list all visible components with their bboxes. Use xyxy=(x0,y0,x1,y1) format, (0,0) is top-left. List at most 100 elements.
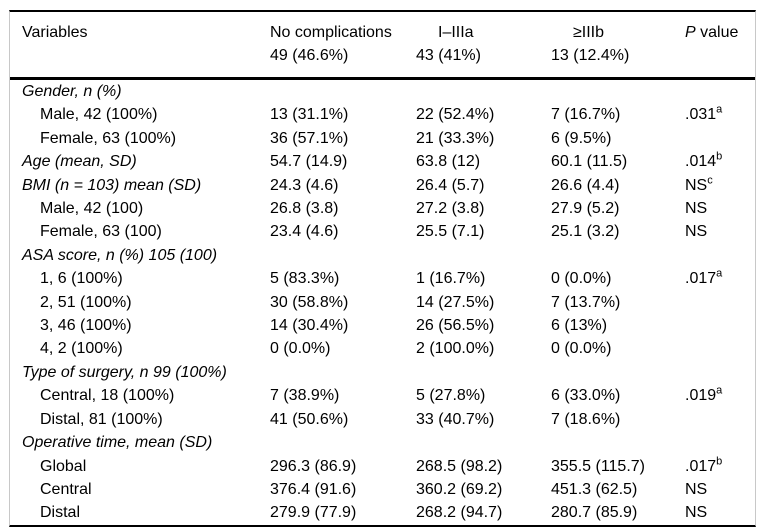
header-row: Variables No complications I–IIIa ≥IIIb … xyxy=(10,12,755,44)
cell: 27.9 (5.2) xyxy=(551,200,620,218)
table-row: 2, 51 (100%) 30 (58.8%) 14 (27.5%) 7 (13.7%… xyxy=(10,291,755,314)
subheader-grade-3b-plus-n: 13 (12.4%) xyxy=(551,47,630,64)
cell-p: NS xyxy=(685,197,755,220)
table-body: Gender, n (%) Male, 42 (100%) 13 (31.1%) 2… xyxy=(10,79,755,525)
cell: 6 (9.5%) xyxy=(551,129,612,147)
cell xyxy=(416,361,551,384)
p-superscript: a xyxy=(716,267,723,280)
cell: 22 (52.4%) xyxy=(416,106,495,124)
cell-p: NS xyxy=(685,220,755,243)
cell-p xyxy=(685,79,755,104)
cell: 7 (13.7%) xyxy=(551,293,621,311)
row-label: Female, 63 (100) xyxy=(40,223,162,241)
table-row: 1, 6 (100%) 5 (83.3%) 1 (16.7%) 0 (0.0%) .01… xyxy=(10,267,755,290)
cell-p xyxy=(685,127,755,150)
table-row: Distal 279.9 (77.9) 268.2 (94.7) 280.7 (85.… xyxy=(10,501,755,524)
cell-p: NS xyxy=(685,478,755,501)
cell-p: .014b xyxy=(685,150,755,173)
cell-p: NSc xyxy=(685,174,755,197)
cell: 5 (27.8%) xyxy=(416,387,486,405)
p-value: .014 xyxy=(685,153,717,171)
table-row: Central, 18 (100%) 7 (38.9%) 5 (27.8%) 6 (3… xyxy=(10,384,755,407)
p-value: NS xyxy=(685,200,708,218)
col-header-grade-1-3a: I–IIIa xyxy=(438,24,474,41)
cell-p: .019a xyxy=(685,384,755,407)
cell xyxy=(551,361,685,384)
cell: 33 (40.7%) xyxy=(416,410,495,428)
p-superscript: a xyxy=(716,104,723,117)
cell: 26.6 (4.4) xyxy=(551,176,620,194)
cell: 21 (33.3%) xyxy=(416,129,495,147)
p-value: .017 xyxy=(685,457,717,475)
cell: 7 (18.6%) xyxy=(551,410,621,428)
cell-p: .017b xyxy=(685,455,755,478)
cell: 13 (31.1%) xyxy=(270,106,349,124)
subheader-p-value xyxy=(685,44,755,79)
table-row: Operative time, mean (SD) xyxy=(10,431,755,454)
row-label: 2, 51 (100%) xyxy=(40,293,132,311)
table-row: Global 296.3 (86.9) 268.5 (98.2) 355.5 (115… xyxy=(10,455,755,478)
table-row: Gender, n (%) xyxy=(10,79,755,104)
row-label: Age (mean, SD) xyxy=(22,153,137,171)
row-label: BMI (n = 103) mean (SD) xyxy=(22,176,202,194)
cell: 268.2 (94.7) xyxy=(416,504,503,522)
table-row: Male, 42 (100) 26.8 (3.8) 27.2 (3.8) 27.9 (… xyxy=(10,197,755,220)
row-label: 1, 6 (100%) xyxy=(40,270,123,288)
subheader-row: 49 (46.6%) 43 (41%) 13 (12.4%) xyxy=(10,44,755,79)
col-header-grade-3b-plus: ≥IIIb xyxy=(573,24,605,41)
cell: 27.2 (3.8) xyxy=(416,200,485,218)
p-value: NS xyxy=(685,504,708,522)
table-header: Variables No complications I–IIIa ≥IIIb … xyxy=(10,12,755,79)
cell-p xyxy=(685,361,755,384)
cell xyxy=(270,244,416,267)
cell: 360.2 (69.2) xyxy=(416,480,503,498)
row-label: Female, 63 (100%) xyxy=(40,129,177,147)
row-label: Gender, n (%) xyxy=(22,83,122,100)
cell: 54.7 (14.9) xyxy=(270,153,348,171)
row-label: ASA score, n (%) 105 (100) xyxy=(22,246,218,264)
col-header-no-complications: No complications xyxy=(270,24,392,41)
table-row: ASA score, n (%) 105 (100) xyxy=(10,244,755,267)
cell-p xyxy=(685,291,755,314)
table-row: Male, 42 (100%) 13 (31.1%) 22 (52.4%) 7 (16… xyxy=(10,103,755,126)
results-table: Variables No complications I–IIIa ≥IIIb … xyxy=(10,12,755,525)
cell: 41 (50.6%) xyxy=(270,410,349,428)
p-value: .031 xyxy=(685,106,717,124)
cell: 30 (58.8%) xyxy=(270,293,349,311)
cell: 279.9 (77.9) xyxy=(270,504,357,522)
cell: 60.1 (11.5) xyxy=(551,153,628,171)
cell: 6 (13%) xyxy=(551,317,608,335)
cell: 0 (0.0%) xyxy=(270,340,331,358)
cell: 26.4 (5.7) xyxy=(416,176,485,194)
cell: 26.8 (3.8) xyxy=(270,200,339,218)
cell-p: .031a xyxy=(685,103,755,126)
cell-p: .017a xyxy=(685,267,755,290)
cell xyxy=(270,361,416,384)
table-row: BMI (n = 103) mean (SD) 24.3 (4.6) 26.4 (5… xyxy=(10,174,755,197)
cell: 63.8 (12) xyxy=(416,153,481,171)
p-value: NS xyxy=(685,223,708,241)
row-label: Distal, 81 (100%) xyxy=(40,410,163,428)
row-label: Male, 42 (100) xyxy=(40,200,144,218)
col-header-variables: Variables xyxy=(22,24,88,41)
cell: 355.5 (115.7) xyxy=(551,457,645,475)
cell: 14 (30.4%) xyxy=(270,317,349,335)
table-row: Distal, 81 (100%) 41 (50.6%) 33 (40.7%) 7 (… xyxy=(10,408,755,431)
cell xyxy=(551,431,685,454)
cell xyxy=(416,431,551,454)
subheader-grade-1-3a-n: 43 (41%) xyxy=(416,47,481,64)
cell xyxy=(416,79,551,104)
cell: 268.5 (98.2) xyxy=(416,457,503,475)
p-value: .019 xyxy=(685,387,717,405)
table-row: Female, 63 (100) 23.4 (4.6) 25.5 (7.1) 25.1… xyxy=(10,220,755,243)
table-row: Central 376.4 (91.6) 360.2 (69.2) 451.3 (62… xyxy=(10,478,755,501)
row-label: Central, 18 (100%) xyxy=(40,387,175,405)
cell xyxy=(270,431,416,454)
cell: 14 (27.5%) xyxy=(416,293,495,311)
cell: 1 (16.7%) xyxy=(416,270,486,288)
cell-p xyxy=(685,408,755,431)
p-superscript: b xyxy=(716,455,723,468)
row-label: Type of surgery, n 99 (100%) xyxy=(22,363,227,381)
cell-p xyxy=(685,337,755,360)
cell: 376.4 (91.6) xyxy=(270,480,357,498)
